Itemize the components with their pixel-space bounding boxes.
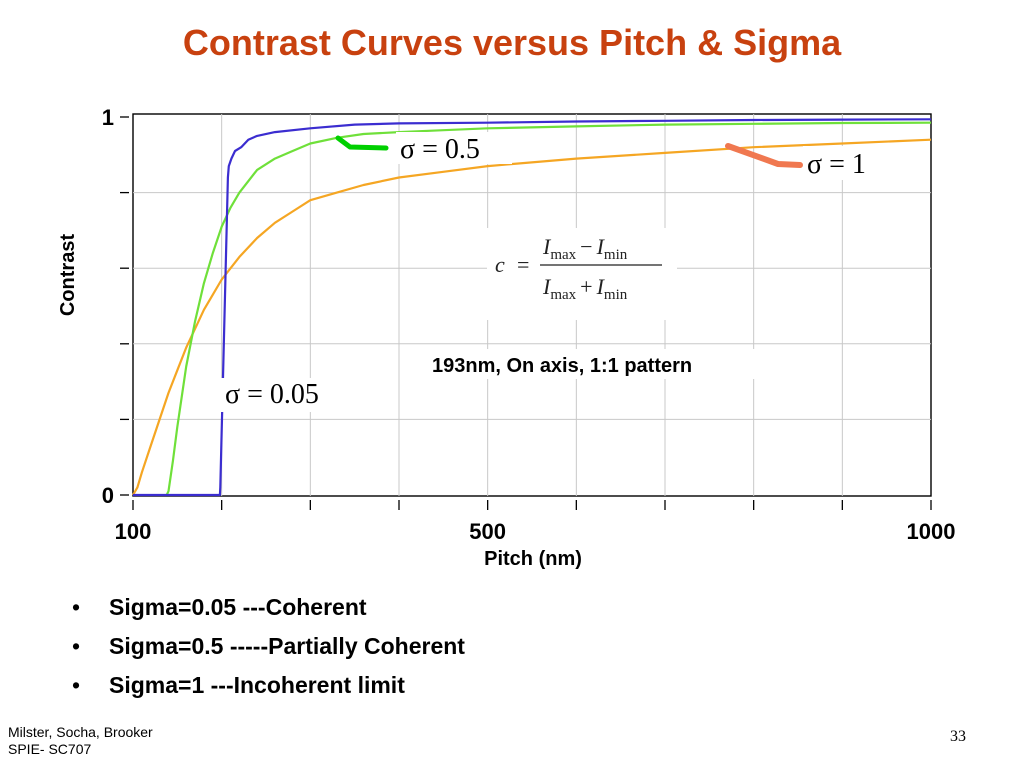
annotation-sigma-0.05: σ = 0.05 [225, 379, 319, 410]
annotation-conditions: 193nm, On axis, 1:1 pattern [432, 355, 692, 377]
annotation-bg [396, 132, 512, 164]
series-line-2 [132, 138, 932, 496]
x-tick-label: 100 [115, 519, 152, 544]
x-axis-label: Pitch (nm) [484, 548, 582, 570]
formula-lhs: c [495, 252, 505, 277]
annotation-sigma-1: σ = 1 [807, 149, 866, 180]
annotation-sigma-0.5: σ = 0.5 [400, 134, 480, 165]
series-line-1 [165, 121, 932, 496]
bullet-item: • Sigma=1 ---Incoherent limit [72, 666, 465, 705]
formula-numerator: Imax − Imin [542, 234, 628, 263]
bullet-text: Sigma=0.5 -----Partially Coherent [109, 633, 465, 659]
tick-labels: 100 500 1000 0 1 [102, 105, 956, 544]
axis-ticks [120, 116, 932, 510]
sigma-1-pointer [725, 143, 803, 168]
bullet-dot: • [72, 672, 81, 698]
bullet-dot: • [72, 633, 81, 659]
bullet-item: • Sigma=0.5 -----Partially Coherent [72, 627, 465, 666]
y-tick-label: 1 [102, 105, 114, 130]
annotation-bg [427, 349, 777, 379]
series-lines [132, 118, 932, 497]
annotation-bg [803, 146, 891, 180]
formula-eq: = [517, 252, 529, 277]
bullet-list: • Sigma=0.05 ---Coherent • Sigma=0.5 -----… [72, 588, 465, 705]
contrast-formula: c = Imax − Imin Imax + Imin [495, 234, 662, 303]
x-tick-label: 500 [469, 519, 506, 544]
bullet-text: Sigma=1 ---Incoherent limit [109, 672, 405, 698]
footer-credits: Milster, Socha, Brooker SPIE- SC707 [8, 724, 153, 758]
sigma-0.5-pointer [335, 135, 389, 151]
annotation-bg [221, 378, 351, 412]
footer-authors: Milster, Socha, Brooker [8, 724, 153, 740]
series-line-0 [133, 118, 932, 497]
formula-box [487, 228, 677, 320]
contrast-chart: 100 500 1000 0 1 Contrast Pitch (nm) c = Ima… [57, 105, 956, 570]
bullet-text: Sigma=0.05 ---Coherent [109, 594, 367, 620]
footer-course: SPIE- SC707 [8, 741, 92, 757]
bullet-item: • Sigma=0.05 ---Coherent [72, 588, 465, 627]
formula-denominator: Imax + Imin [542, 274, 628, 303]
bullet-dot: • [72, 594, 81, 620]
slide-title: Contrast Curves versus Pitch & Sigma [182, 22, 842, 63]
page-number: 33 [950, 728, 966, 745]
x-tick-label: 1000 [907, 519, 956, 544]
y-axis-label: Contrast [57, 234, 79, 317]
y-tick-label: 0 [102, 483, 114, 508]
